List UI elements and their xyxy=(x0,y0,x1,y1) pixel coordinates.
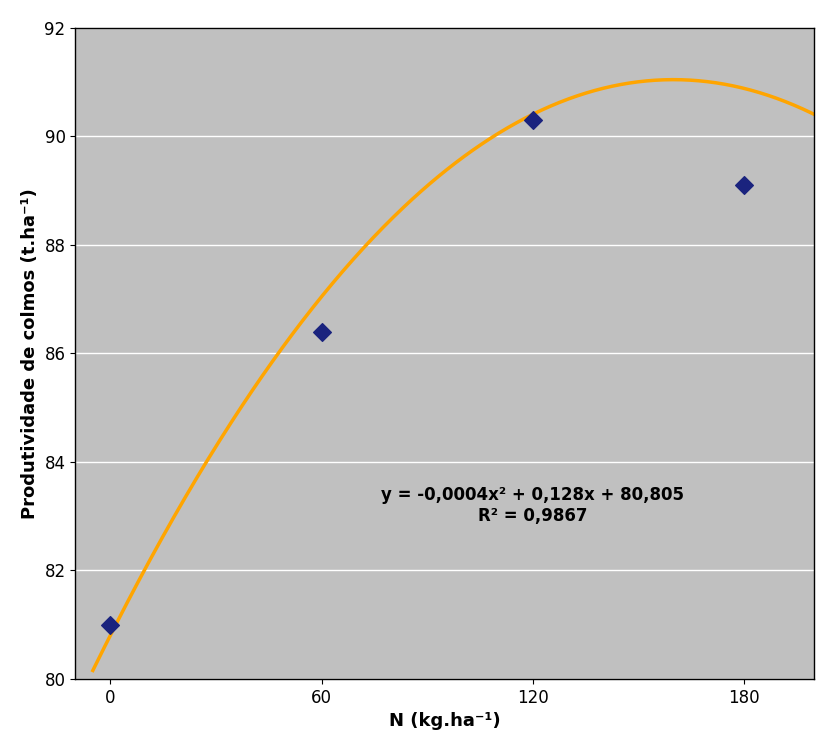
Point xyxy=(315,326,328,338)
X-axis label: N (kg.ha⁻¹): N (kg.ha⁻¹) xyxy=(389,712,500,730)
Y-axis label: Produtividade de colmos (t.ha⁻¹): Produtividade de colmos (t.ha⁻¹) xyxy=(21,188,39,519)
Point xyxy=(737,179,751,192)
Point xyxy=(104,619,117,631)
Text: y = -0,0004x² + 0,128x + 80,805
R² = 0,9867: y = -0,0004x² + 0,128x + 80,805 R² = 0,9… xyxy=(381,486,684,525)
Point xyxy=(526,114,539,126)
